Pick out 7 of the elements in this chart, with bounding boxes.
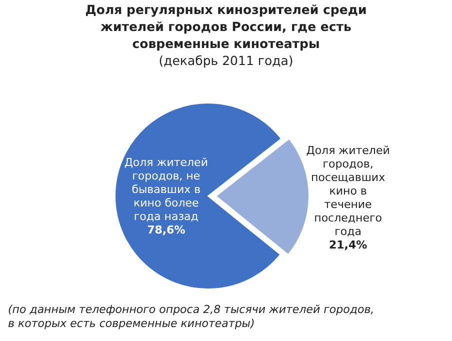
text: (по данным телефонного опроса 2,8 тысячи жителей городов, в которых есть современные кинотеатры) (8, 303, 374, 330)
chart-subtitle: (декабрь 2011 года) (158, 53, 294, 68)
data-label: 21,4% (328, 238, 368, 252)
slice-label: Доля жителей городов, не бывавших в кино более года назад (124, 156, 208, 223)
slice-label: Доля жителей городов, посещавших кино в течение последнего года (306, 144, 390, 238)
data-label: 78,6% (147, 223, 186, 236)
chart-title: Доля регулярных кинозрителей среди жителей городов России, где есть современные кинотеатры (85, 2, 367, 51)
